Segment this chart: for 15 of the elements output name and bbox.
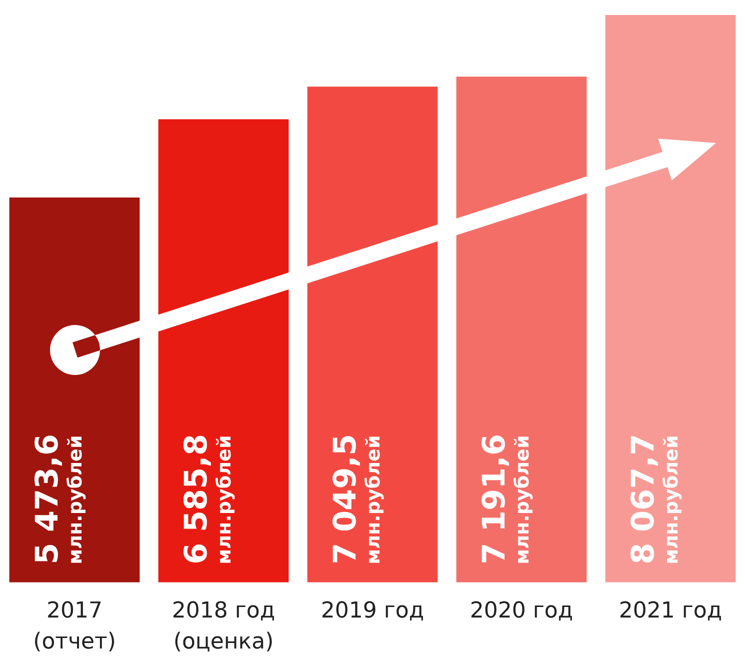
data-label: 8 067,7 млн.рублей xyxy=(625,434,682,564)
bar xyxy=(605,15,736,582)
x-tick-label: 2019 год xyxy=(320,598,424,624)
x-tick-label: 2020 год xyxy=(470,598,574,624)
x-tick-label: 2018 год (оценка) xyxy=(172,598,276,654)
data-label: 7 191,6 млн.рублей xyxy=(476,434,534,564)
bar xyxy=(9,197,140,582)
bar xyxy=(456,76,587,582)
data-label: 6 585,8 млн.рублей xyxy=(178,434,236,564)
x-tick-label: 2017 (отчет) xyxy=(33,598,116,654)
data-label: 7 049,5 млн.рублей xyxy=(327,434,384,564)
bar xyxy=(307,86,438,582)
x-tick-label: 2021 год xyxy=(618,598,722,624)
bar xyxy=(158,119,289,582)
data-label: 5 473,6 млн.рублей xyxy=(29,434,86,564)
